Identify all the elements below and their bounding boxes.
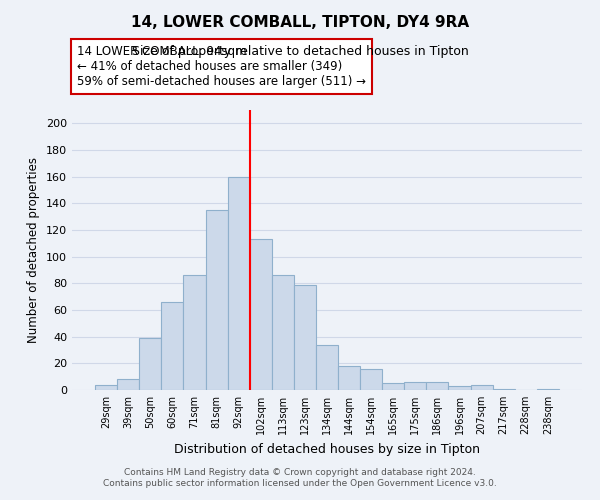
Text: Contains HM Land Registry data © Crown copyright and database right 2024.
Contai: Contains HM Land Registry data © Crown c… <box>103 468 497 487</box>
Bar <box>382 384 404 390</box>
Bar <box>250 240 272 390</box>
Bar <box>227 176 250 390</box>
Text: 14, LOWER COMBALL, TIPTON, DY4 9RA: 14, LOWER COMBALL, TIPTON, DY4 9RA <box>131 15 469 30</box>
Bar <box>316 344 338 390</box>
Bar <box>470 384 493 390</box>
Bar <box>184 276 206 390</box>
Bar <box>117 380 139 390</box>
Bar <box>360 368 382 390</box>
Bar <box>493 388 515 390</box>
Bar <box>206 210 227 390</box>
Bar <box>404 382 427 390</box>
Text: Size of property relative to detached houses in Tipton: Size of property relative to detached ho… <box>131 45 469 58</box>
Bar <box>427 382 448 390</box>
Y-axis label: Number of detached properties: Number of detached properties <box>28 157 40 343</box>
Bar <box>448 386 470 390</box>
Bar <box>338 366 360 390</box>
Bar <box>161 302 184 390</box>
Bar <box>139 338 161 390</box>
X-axis label: Distribution of detached houses by size in Tipton: Distribution of detached houses by size … <box>174 442 480 456</box>
Text: 14 LOWER COMBALL: 94sqm
← 41% of detached houses are smaller (349)
59% of semi-d: 14 LOWER COMBALL: 94sqm ← 41% of detache… <box>77 44 366 88</box>
Bar <box>294 284 316 390</box>
Bar <box>537 388 559 390</box>
Bar <box>272 276 294 390</box>
Bar <box>95 384 117 390</box>
